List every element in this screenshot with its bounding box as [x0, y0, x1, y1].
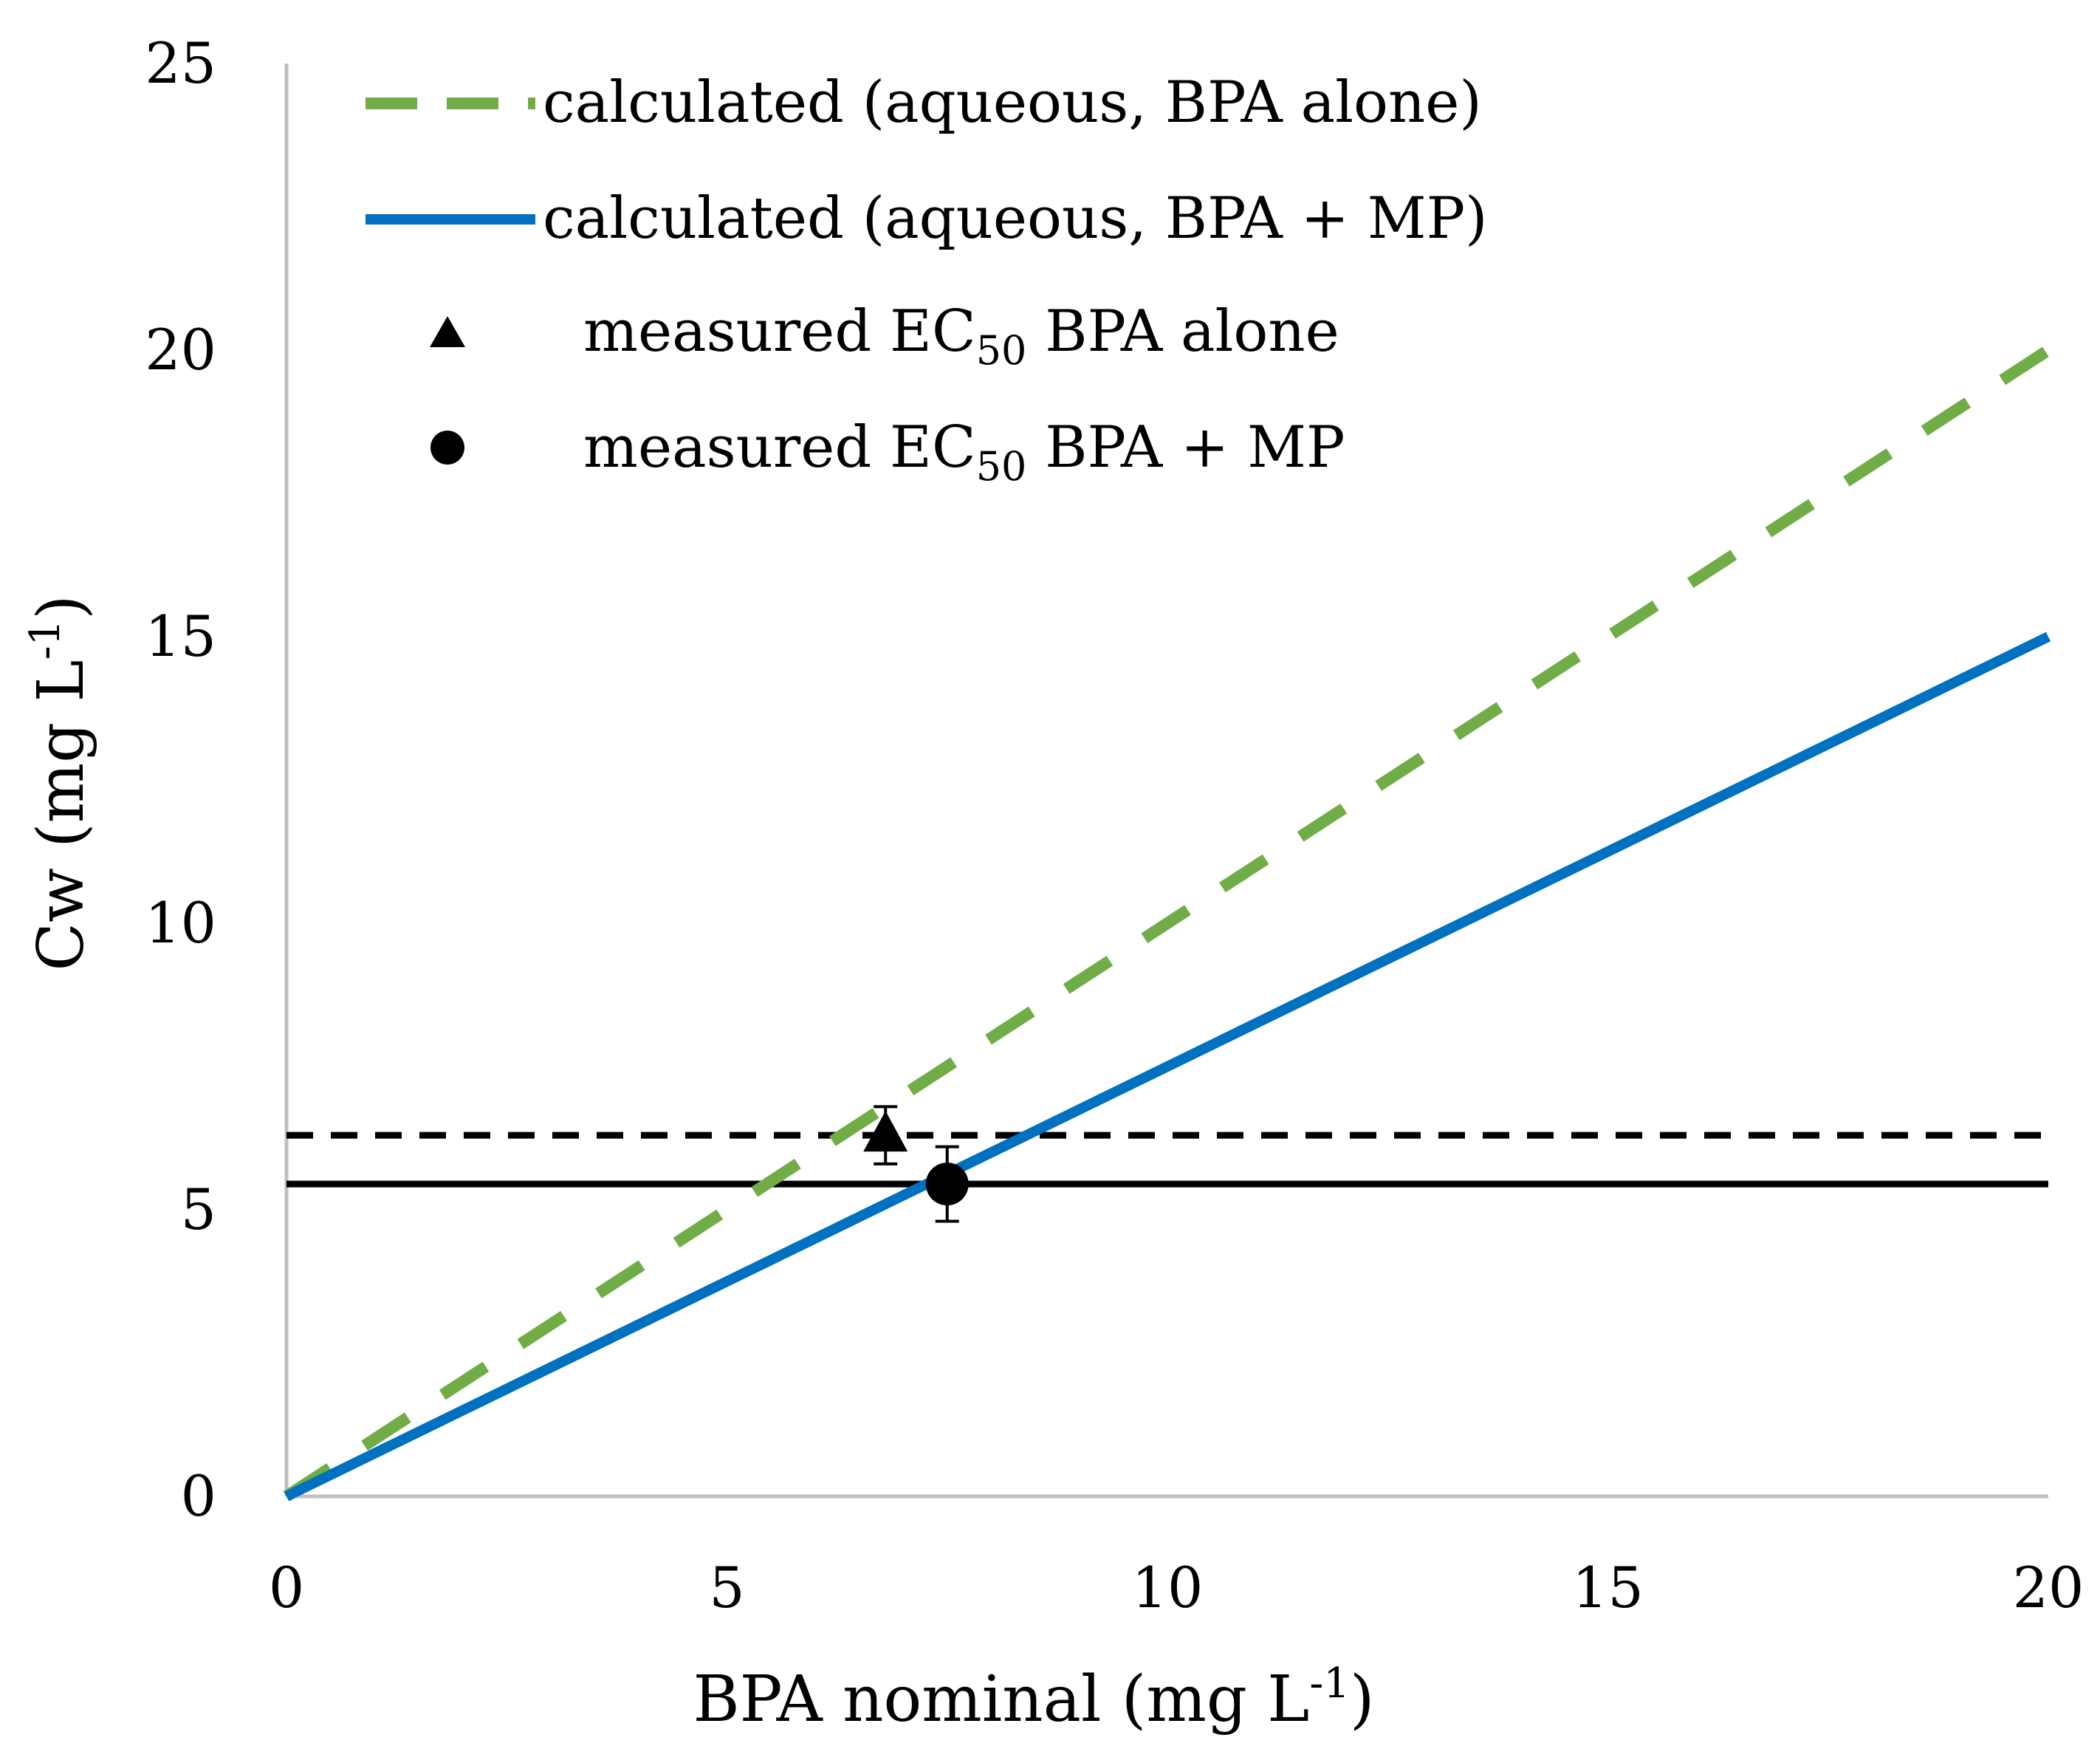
legend-entry-bpa-mp-line: calculated (aqueous, BPA + MP)	[366, 185, 1488, 252]
series-lines	[283, 345, 2052, 1502]
x-axis-label: BPA nominal (mg L-1)	[693, 1660, 1374, 1736]
legend: calculated (aqueous, BPA alone) calculat…	[366, 69, 1488, 490]
x-tick-label: 10	[1132, 1555, 1204, 1620]
y-tick-label: 10	[145, 890, 216, 956]
y-axis-label: Cw (mg L-1)	[21, 595, 98, 970]
legend-entry-ec50-alone: measured EC50 BPA alone	[430, 298, 1339, 374]
y-tick-label: 25	[145, 30, 216, 96]
x-tick-label: 15	[1572, 1555, 1644, 1620]
x-tick-label: 5	[709, 1555, 744, 1620]
legend-label: calculated (aqueous, BPA + MP)	[543, 185, 1488, 252]
legend-label: measured EC50 BPA alone	[583, 298, 1339, 374]
point-ec50-bpa-alone	[863, 1111, 908, 1152]
series-line-bpa-alone	[283, 345, 2052, 1502]
legend-circle-marker	[430, 431, 464, 465]
axes	[284, 64, 2048, 1499]
legend-triangle-marker	[430, 316, 465, 347]
tick-labels: 0 5 10 15 20 0 5 10 15 20 25	[145, 30, 2084, 1620]
legend-label: calculated (aqueous, BPA alone)	[543, 69, 1482, 136]
legend-label: measured EC50 BPA + MP	[583, 414, 1345, 490]
y-tick-label: 15	[145, 603, 216, 669]
legend-entry-bpa-alone-line: calculated (aqueous, BPA alone)	[366, 69, 1482, 136]
point-ec50-bpa-mp	[925, 1163, 969, 1206]
y-tick-label: 0	[181, 1463, 216, 1529]
y-tick-label: 20	[145, 317, 216, 383]
x-tick-label: 0	[269, 1555, 304, 1620]
measured-points	[863, 1105, 969, 1223]
legend-entry-ec50-mp: measured EC50 BPA + MP	[430, 414, 1345, 490]
y-tick-label: 5	[181, 1177, 216, 1242]
series-line-bpa-mp	[284, 631, 2051, 1502]
x-tick-label: 20	[2013, 1555, 2084, 1620]
reference-lines	[286, 1132, 2048, 1188]
